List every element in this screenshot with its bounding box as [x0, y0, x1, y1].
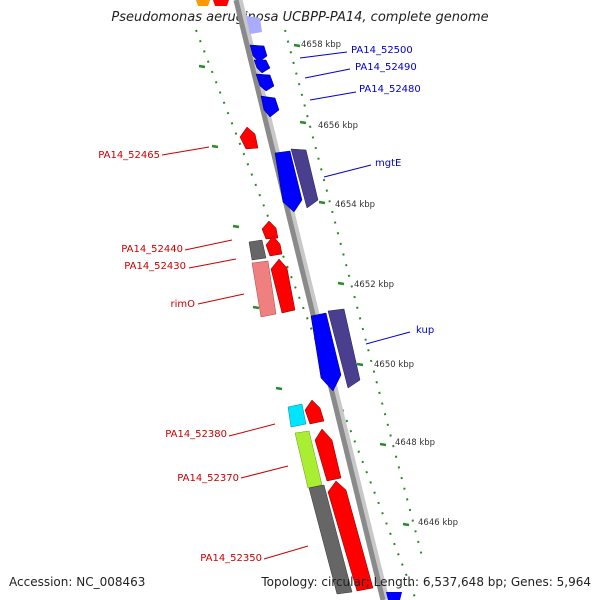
genome-stats-text: Topology: circular; Length: 6,537,648 bp…: [261, 575, 591, 589]
gene-block-kup-cds[interactable]: [327, 308, 361, 389]
gene-block-PA14_52440[interactable]: [248, 239, 267, 261]
gene-arrow-kup-forward[interactable]: [310, 312, 342, 392]
major-tick: [318, 200, 326, 205]
gene-label-rimO[interactable]: rimO: [170, 299, 195, 310]
gene-arrow-orange[interactable]: [196, 0, 210, 6]
gene-label-PA14_52380[interactable]: PA14_52380: [165, 429, 227, 440]
major-tick: [232, 224, 240, 229]
major-tick: [252, 305, 260, 310]
major-tick: [356, 362, 364, 367]
gene-block-rimO-cds[interactable]: [251, 260, 277, 318]
left-tick-track: [195, 29, 417, 600]
gene-arrow-PA14_52490[interactable]: [253, 59, 271, 74]
label-leader-lines: [161, 51, 411, 560]
leader-PA14_52440: [184, 239, 233, 251]
gene-arrow-top-faded[interactable]: [246, 16, 262, 34]
leader-rimO: [197, 293, 245, 305]
major-tick: [337, 281, 345, 286]
reverse-gene-labels: PA14_52465 PA14_52440 PA14_52430 rimO PA…: [98, 150, 262, 564]
gene-arrow-bottom-blue[interactable]: [386, 592, 402, 600]
gene-arrow-PA14_52465[interactable]: [239, 126, 259, 150]
gene-label-PA14_52350[interactable]: PA14_52350: [200, 553, 262, 564]
reverse-strand-genes: [239, 126, 374, 595]
gene-label-PA14_52465[interactable]: PA14_52465: [98, 150, 160, 161]
gene-arrow-PA14_52350[interactable]: [327, 480, 374, 592]
gene-label-PA14_52370[interactable]: PA14_52370: [177, 473, 239, 484]
kbp-tick-labels: 4658 kbp 4656 kbp 4654 kbp 4652 kbp 4650…: [301, 40, 458, 528]
genome-backbone: [233, 0, 386, 600]
gene-label-PA14_52430[interactable]: PA14_52430: [124, 261, 186, 272]
gene-arrow-PA14_52480a[interactable]: [255, 73, 275, 92]
kbp-tick-label: 4658 kbp: [301, 40, 341, 50]
gene-block-PA14_52380-cds[interactable]: [287, 403, 307, 428]
leader-PA14_52350: [263, 545, 309, 560]
major-tick: [379, 442, 387, 447]
leader-PA14_52500: [299, 51, 348, 59]
gene-arrow-mgtE-forward[interactable]: [274, 150, 303, 213]
leader-PA14_52380: [228, 423, 276, 437]
gene-label-PA14_52440[interactable]: PA14_52440: [121, 244, 183, 255]
gene-arrow-top-red[interactable]: [213, 0, 229, 6]
leader-PA14_52370: [240, 465, 289, 479]
major-tick: [211, 144, 219, 149]
major-tick: [402, 522, 410, 527]
gene-label-PA14_52490[interactable]: PA14_52490: [355, 62, 417, 73]
gene-block-PA14_52370-cds[interactable]: [294, 430, 323, 489]
major-ticks: [198, 43, 410, 527]
major-tick: [198, 64, 206, 69]
major-tick: [293, 43, 301, 48]
gene-arrow-PA14_52430[interactable]: [265, 235, 283, 257]
major-tick: [275, 386, 283, 391]
gene-arrow-PA14_52370[interactable]: [314, 428, 342, 482]
gene-arrow-PA14_52450[interactable]: [261, 220, 279, 240]
kbp-tick-label: 4654 kbp: [335, 200, 375, 210]
gene-label-PA14_52500[interactable]: PA14_52500: [351, 45, 413, 56]
leader-mgtE: [323, 164, 372, 178]
kbp-tick-label: 4646 kbp: [418, 518, 458, 528]
accession-text: Accession: NC_008463: [9, 575, 146, 589]
leader-PA14_52480: [309, 91, 357, 101]
gene-block-mgtE-cds[interactable]: [290, 148, 319, 209]
leader-PA14_52430: [188, 258, 237, 269]
gene-arrow-rimO[interactable]: [270, 258, 296, 314]
gene-label-kup[interactable]: kup: [416, 325, 434, 336]
kbp-tick-label: 4650 kbp: [374, 360, 414, 370]
gene-arrow-PA14_52480[interactable]: [260, 95, 280, 118]
forward-gene-labels: PA14_52500 PA14_52490 PA14_52480 mgtE ku…: [351, 45, 434, 336]
major-tick: [299, 120, 307, 125]
map-title: Pseudomonas aeruginosa UCBPP-PA14, compl…: [111, 10, 489, 25]
kbp-tick-label: 4656 kbp: [318, 121, 358, 131]
leader-kup: [365, 331, 411, 345]
leader-PA14_52490: [304, 68, 351, 79]
kbp-tick-label: 4648 kbp: [395, 438, 435, 448]
leader-PA14_52465: [161, 146, 210, 156]
forward-strand-genes: [249, 44, 402, 600]
gene-arrow-PA14_52500[interactable]: [249, 44, 268, 63]
kbp-tick-label: 4652 kbp: [354, 280, 394, 290]
gene-block-PA14_52350-cds[interactable]: [308, 484, 353, 595]
gene-arrow-PA14_52380[interactable]: [304, 399, 325, 425]
gene-label-mgtE[interactable]: mgtE: [375, 158, 401, 169]
gene-label-PA14_52480[interactable]: PA14_52480: [359, 84, 421, 95]
